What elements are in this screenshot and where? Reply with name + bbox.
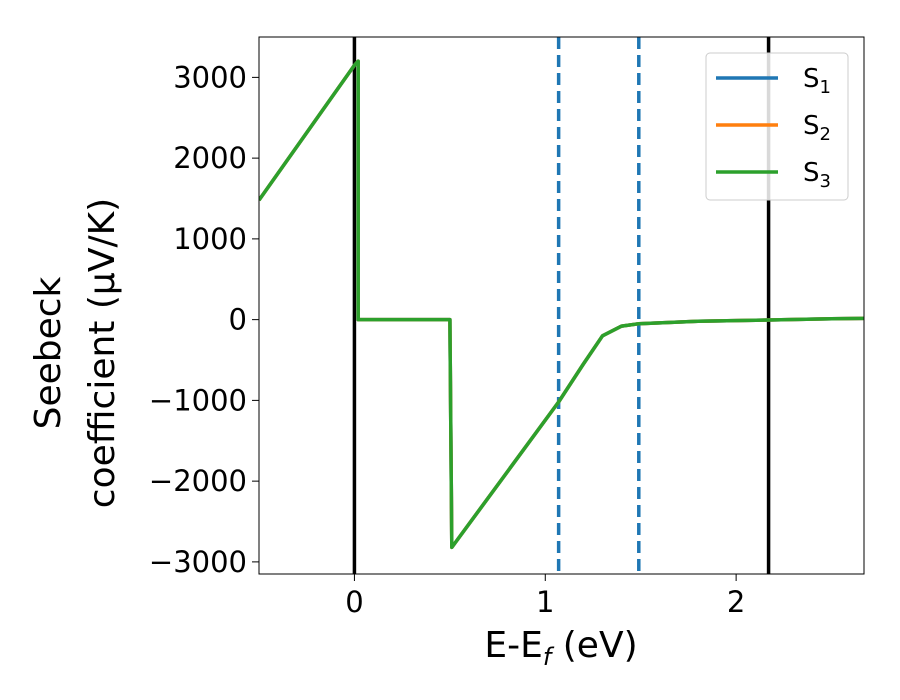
x-axis-title: E-Ef (eV) [484,625,637,671]
axis-ticks: 0 1 2 3000 2000 1000 0 −1000 −2000 −3000 [149,60,745,619]
series-line-s3 [259,59,864,550]
y-tick-label: −1000 [149,383,247,417]
legend-label-s1: S1 [803,64,831,98]
legend-label-s2: S2 [803,111,831,145]
y-tick-label: 3000 [173,60,247,94]
y-tick-label: 0 [229,303,247,337]
x-tick-label: 1 [536,585,554,619]
y-tick-label: 2000 [173,141,247,175]
legend-label-s3: S3 [803,158,831,192]
plot-frame [258,36,865,575]
series-lines [259,59,864,550]
y-tick-label: 1000 [173,222,247,256]
y-axis-title-line1: Seebeck [28,276,69,429]
y-axis-title: Seebeck coefficient (μV/K) [28,198,123,508]
x-tick-label: 2 [727,585,745,619]
y-tick-label: −2000 [149,464,247,498]
y-axis-title-line2: coefficient (μV/K) [82,198,123,508]
y-tick-label: −3000 [149,545,247,579]
x-tick-label: 0 [345,585,363,619]
legend: S1 S2 S3 [705,52,849,201]
